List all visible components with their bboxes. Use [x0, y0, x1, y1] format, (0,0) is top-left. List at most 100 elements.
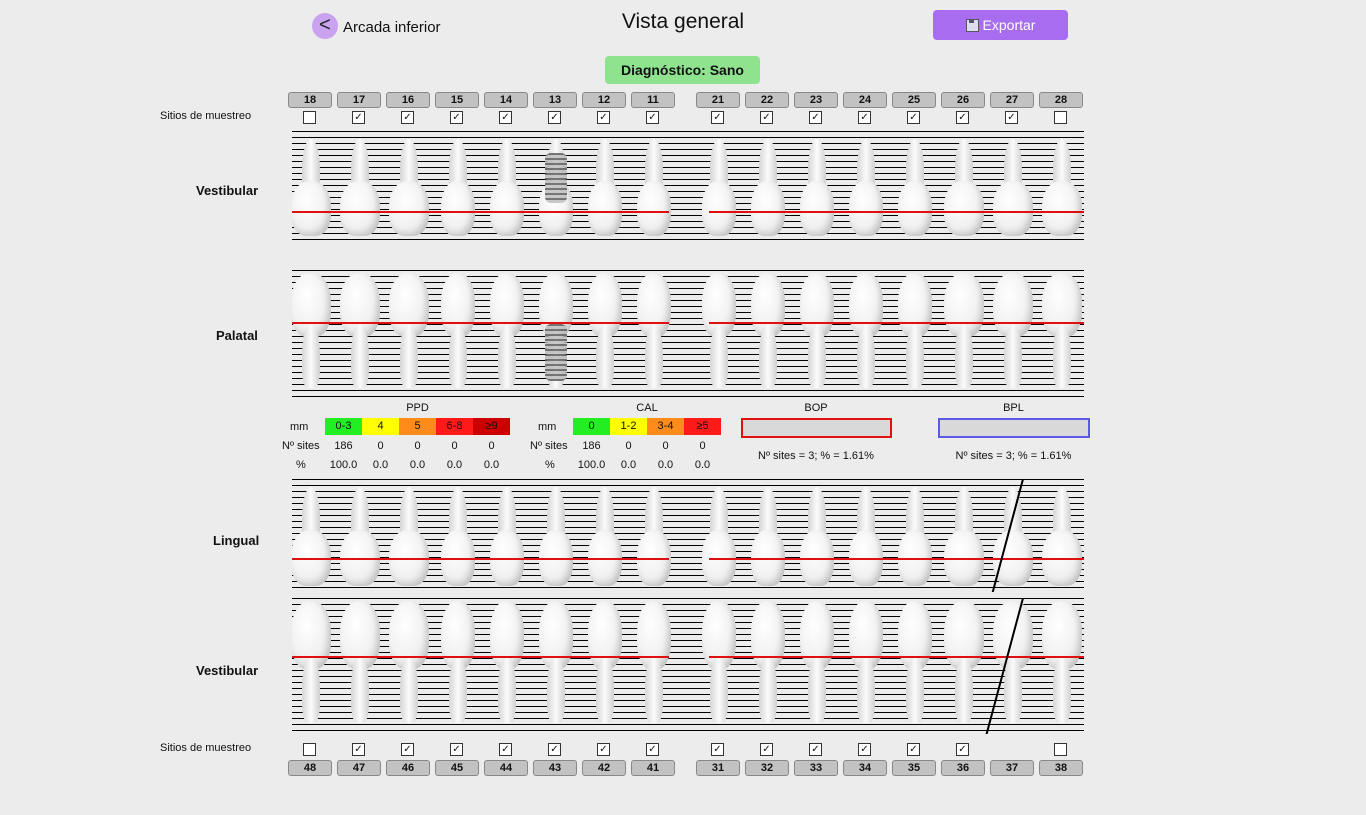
- sampling-checkbox-43[interactable]: ✓: [548, 743, 561, 756]
- tooth-23[interactable]: [796, 270, 838, 398]
- lower-lingual-chart[interactable]: [292, 479, 1084, 592]
- tooth-18[interactable]: [292, 131, 332, 241]
- tooth-48[interactable]: [292, 598, 332, 734]
- tooth-25[interactable]: [894, 131, 936, 241]
- tooth-21[interactable]: [698, 270, 740, 398]
- sampling-checkbox-12[interactable]: ✓: [597, 111, 610, 124]
- tooth-36[interactable]: [943, 479, 985, 592]
- tooth-tab-35[interactable]: 35: [892, 760, 936, 776]
- tooth-12[interactable]: [584, 270, 626, 398]
- tooth-28[interactable]: [1041, 270, 1083, 398]
- tooth-27[interactable]: [992, 270, 1034, 398]
- tooth-42[interactable]: [584, 479, 626, 592]
- lower-vestibular-chart[interactable]: [292, 598, 1084, 734]
- sampling-checkbox-23[interactable]: ✓: [809, 111, 822, 124]
- tooth-46[interactable]: [388, 479, 430, 592]
- tooth-34[interactable]: [845, 598, 887, 734]
- sampling-checkbox-24[interactable]: ✓: [858, 111, 871, 124]
- tooth-15[interactable]: [437, 131, 479, 241]
- sampling-checkbox-46[interactable]: ✓: [401, 743, 414, 756]
- sampling-checkbox-45[interactable]: ✓: [450, 743, 463, 756]
- tooth-tab-14[interactable]: 14: [484, 92, 528, 108]
- tooth-35[interactable]: [894, 479, 936, 592]
- tooth-tab-18[interactable]: 18: [288, 92, 332, 108]
- tooth-48[interactable]: [292, 479, 332, 592]
- tooth-45[interactable]: [437, 598, 479, 734]
- sampling-checkbox-32[interactable]: ✓: [760, 743, 773, 756]
- tooth-tab-23[interactable]: 23: [794, 92, 838, 108]
- tooth-47[interactable]: [339, 479, 381, 592]
- tooth-25[interactable]: [894, 270, 936, 398]
- tooth-tab-21[interactable]: 21: [696, 92, 740, 108]
- tooth-11[interactable]: [633, 270, 675, 398]
- tooth-28[interactable]: [1041, 131, 1083, 241]
- tooth-37[interactable]: [992, 598, 1034, 734]
- tooth-24[interactable]: [845, 270, 887, 398]
- tooth-26[interactable]: [943, 131, 985, 241]
- sampling-checkbox-13[interactable]: ✓: [548, 111, 561, 124]
- tooth-34[interactable]: [845, 479, 887, 592]
- tooth-22[interactable]: [747, 131, 789, 241]
- upper-palatal-chart[interactable]: [292, 270, 1084, 398]
- tooth-17[interactable]: [339, 131, 381, 241]
- tooth-14[interactable]: [486, 270, 528, 398]
- tooth-tab-17[interactable]: 17: [337, 92, 381, 108]
- tooth-31[interactable]: [698, 479, 740, 592]
- tooth-47[interactable]: [339, 598, 381, 734]
- tooth-tab-32[interactable]: 32: [745, 760, 789, 776]
- tooth-tab-31[interactable]: 31: [696, 760, 740, 776]
- tooth-12[interactable]: [584, 131, 626, 241]
- tooth-17[interactable]: [339, 270, 381, 398]
- sampling-checkbox-35[interactable]: ✓: [907, 743, 920, 756]
- sampling-checkbox-47[interactable]: ✓: [352, 743, 365, 756]
- tooth-tab-37[interactable]: 37: [990, 760, 1034, 776]
- tooth-tab-36[interactable]: 36: [941, 760, 985, 776]
- sampling-checkbox-28[interactable]: [1054, 111, 1067, 124]
- sampling-checkbox-44[interactable]: ✓: [499, 743, 512, 756]
- tooth-43[interactable]: [535, 598, 577, 734]
- tooth-tab-11[interactable]: 11: [631, 92, 675, 108]
- sampling-checkbox-17[interactable]: ✓: [352, 111, 365, 124]
- tooth-tab-28[interactable]: 28: [1039, 92, 1083, 108]
- tooth-41[interactable]: [633, 479, 675, 592]
- sampling-checkbox-25[interactable]: ✓: [907, 111, 920, 124]
- tooth-tab-25[interactable]: 25: [892, 92, 936, 108]
- tooth-24[interactable]: [845, 131, 887, 241]
- tooth-tab-26[interactable]: 26: [941, 92, 985, 108]
- sampling-checkbox-38[interactable]: [1054, 743, 1067, 756]
- tooth-tab-33[interactable]: 33: [794, 760, 838, 776]
- tooth-tab-47[interactable]: 47: [337, 760, 381, 776]
- tooth-tab-13[interactable]: 13: [533, 92, 577, 108]
- export-button[interactable]: Exportar: [933, 10, 1068, 40]
- tooth-tab-12[interactable]: 12: [582, 92, 626, 108]
- tooth-26[interactable]: [943, 270, 985, 398]
- tooth-38[interactable]: [1041, 479, 1083, 592]
- sampling-checkbox-34[interactable]: ✓: [858, 743, 871, 756]
- tooth-46[interactable]: [388, 598, 430, 734]
- tooth-tab-42[interactable]: 42: [582, 760, 626, 776]
- sampling-checkbox-33[interactable]: ✓: [809, 743, 822, 756]
- tooth-45[interactable]: [437, 479, 479, 592]
- tooth-tab-27[interactable]: 27: [990, 92, 1034, 108]
- tooth-13[interactable]: [535, 131, 577, 241]
- upper-vestibular-chart[interactable]: [292, 131, 1084, 241]
- tooth-tab-22[interactable]: 22: [745, 92, 789, 108]
- tooth-13[interactable]: [535, 270, 577, 398]
- tooth-44[interactable]: [486, 598, 528, 734]
- sampling-checkbox-11[interactable]: ✓: [646, 111, 659, 124]
- sampling-checkbox-31[interactable]: ✓: [711, 743, 724, 756]
- tooth-44[interactable]: [486, 479, 528, 592]
- tooth-27[interactable]: [992, 131, 1034, 241]
- tooth-43[interactable]: [535, 479, 577, 592]
- tooth-tab-43[interactable]: 43: [533, 760, 577, 776]
- sampling-checkbox-41[interactable]: ✓: [646, 743, 659, 756]
- tooth-33[interactable]: [796, 479, 838, 592]
- back-button[interactable]: < Arcada inferior: [312, 12, 462, 42]
- tooth-tab-24[interactable]: 24: [843, 92, 887, 108]
- tooth-32[interactable]: [747, 479, 789, 592]
- sampling-checkbox-48[interactable]: [303, 743, 316, 756]
- tooth-11[interactable]: [633, 131, 675, 241]
- sampling-checkbox-22[interactable]: ✓: [760, 111, 773, 124]
- tooth-tab-44[interactable]: 44: [484, 760, 528, 776]
- tooth-14[interactable]: [486, 131, 528, 241]
